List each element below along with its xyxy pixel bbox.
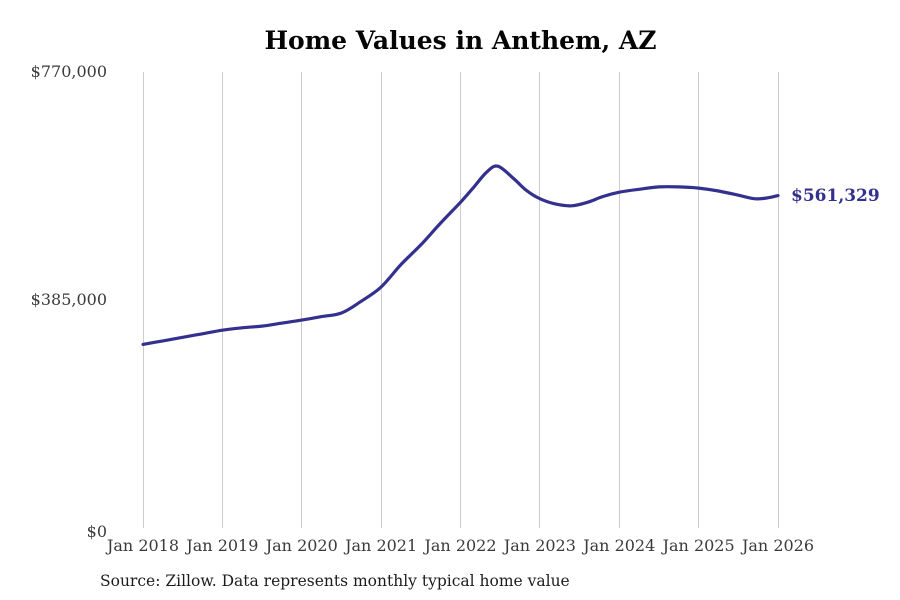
x-axis-tick-label: Jan 2025 bbox=[662, 536, 735, 555]
x-axis-tick-label: Jan 2022 bbox=[424, 536, 497, 555]
home-value-trend-line bbox=[141, 164, 780, 346]
gridline bbox=[380, 72, 382, 528]
x-axis-tick-label: Jan 2021 bbox=[345, 536, 418, 555]
gridline bbox=[142, 72, 144, 528]
latest-value-label: $561,329 bbox=[791, 185, 880, 206]
x-axis-tick-label: Jan 2026 bbox=[741, 536, 815, 555]
x-axis-tick-label: Jan 2018 bbox=[106, 536, 180, 555]
gridline bbox=[777, 72, 779, 528]
gridline bbox=[618, 72, 620, 528]
y-axis-tick-label: $0 bbox=[86, 522, 107, 541]
gridline bbox=[539, 72, 541, 528]
source-note: Source: Zillow. Data represents monthly … bbox=[100, 572, 570, 590]
gridline bbox=[221, 72, 223, 528]
chart-title: Home Values in Anthem, AZ bbox=[264, 26, 657, 55]
gridline bbox=[301, 72, 303, 528]
y-axis-tick-label: $385,000 bbox=[30, 290, 107, 309]
x-axis-tick-label: Jan 2023 bbox=[503, 536, 576, 555]
gridline bbox=[460, 72, 461, 528]
y-axis-tick-label: $770,000 bbox=[30, 62, 107, 81]
x-axis-tick-label: Jan 2024 bbox=[583, 536, 656, 555]
x-axis-tick-label: Jan 2020 bbox=[265, 536, 338, 555]
x-axis-tick-label: Jan 2019 bbox=[186, 536, 259, 555]
gridline bbox=[698, 72, 700, 528]
